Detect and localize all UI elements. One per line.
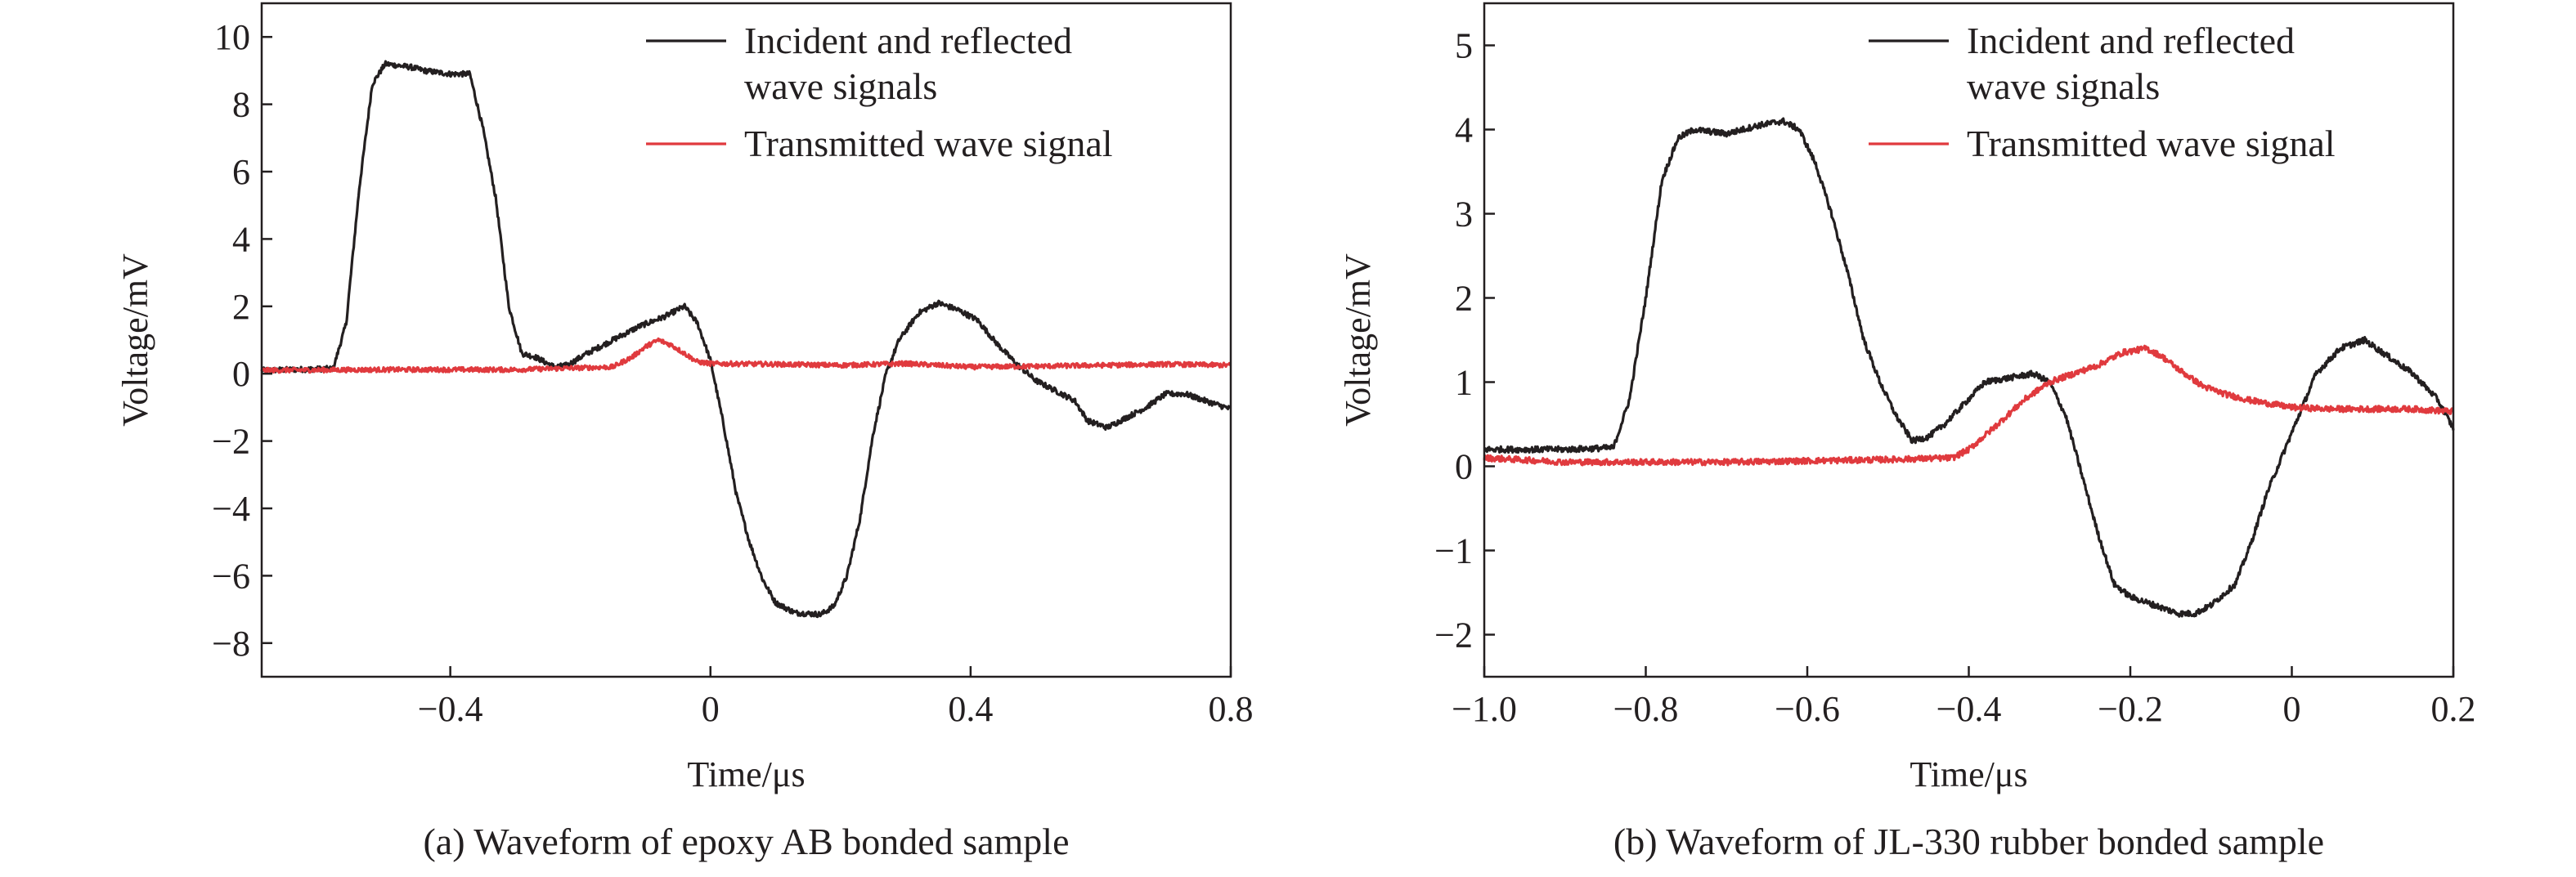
legend-label-a-incident-reflected: Incident and reflected bbox=[744, 20, 1072, 61]
y-tick-label-b: 3 bbox=[1455, 195, 1473, 235]
legend-label-a-transmitted: Transmitted wave signal bbox=[744, 123, 1113, 164]
x-tick-label-a: 0 bbox=[702, 689, 720, 729]
series-line-b-transmitted bbox=[1483, 344, 2454, 467]
panel-a: −8 −6 −4 −2 0 2 4 6 8 10 −0.4 0 0.4 0.8 Time/μs Voltage… bbox=[115, 2, 1254, 862]
y-tick-label-a: 2 bbox=[232, 287, 250, 327]
y-tick-label-b: −1 bbox=[1434, 531, 1473, 571]
y-tick-label-a: 8 bbox=[232, 85, 250, 125]
legend-label-a-incident-reflected: wave signals bbox=[744, 65, 937, 107]
x-tick-label-b: −0.4 bbox=[1936, 689, 2002, 729]
y-tick-label-b: 5 bbox=[1455, 26, 1473, 66]
caption-a: (a) Waveform of epoxy AB bonded sample bbox=[423, 821, 1069, 862]
x-axis-label-a: Time/μs bbox=[687, 754, 805, 794]
y-tick-label-b: 0 bbox=[1455, 447, 1473, 487]
y-tick-label-a: 10 bbox=[214, 17, 250, 57]
legend-label-b-incident-reflected: Incident and reflected bbox=[1967, 20, 2295, 61]
y-tick-label-a: 4 bbox=[232, 219, 250, 259]
y-tick-label-a: 0 bbox=[232, 354, 250, 394]
x-tick-label-b: 0.2 bbox=[2431, 689, 2476, 729]
y-tick-label-a: −6 bbox=[212, 556, 250, 596]
legend-label-b-transmitted: Transmitted wave signal bbox=[1967, 123, 2336, 164]
series-line-a-incident-reflected bbox=[260, 60, 1232, 619]
plot-frame-a bbox=[260, 2, 1232, 678]
x-axis-label-b: Time/μs bbox=[1910, 754, 2027, 794]
y-tick-label-a: 6 bbox=[232, 152, 250, 192]
x-tick-label-b: −0.8 bbox=[1613, 689, 1679, 729]
x-tick-label-b: −1.0 bbox=[1452, 689, 1517, 729]
x-tick-label-a: 0.8 bbox=[1209, 689, 1254, 729]
series-line-a-transmitted bbox=[260, 337, 1232, 374]
y-tick-label-b: 2 bbox=[1455, 279, 1473, 319]
series-line-b-incident-reflected bbox=[1483, 117, 2455, 618]
y-axis-label-b: Voltage/mV bbox=[1338, 253, 1378, 427]
x-tick-label-b: 0 bbox=[2283, 689, 2301, 729]
x-tick-label-a: 0.4 bbox=[948, 689, 993, 729]
y-tick-label-b: 4 bbox=[1455, 110, 1473, 150]
y-tick-label-a: −4 bbox=[212, 489, 250, 529]
y-tick-label-b: 1 bbox=[1455, 363, 1473, 403]
x-tick-label-a: −0.4 bbox=[418, 689, 483, 729]
y-tick-label-a: −8 bbox=[212, 624, 250, 664]
y-axis-label-a: Voltage/mV bbox=[115, 253, 155, 427]
panel-b: −2 −1 0 1 2 3 4 5 −1.0 −0.8 −0.6 −0.4 −0.2 0 0.2 Time/μ… bbox=[1338, 2, 2476, 862]
x-tick-label-b: −0.6 bbox=[1775, 689, 1840, 729]
x-tick-label-b: −0.2 bbox=[2098, 689, 2163, 729]
y-tick-label-a: −2 bbox=[212, 422, 250, 462]
caption-b: (b) Waveform of JL-330 rubber bonded sam… bbox=[1613, 821, 2324, 862]
y-tick-label-b: −2 bbox=[1434, 615, 1473, 656]
legend-label-b-incident-reflected: wave signals bbox=[1967, 65, 2160, 107]
